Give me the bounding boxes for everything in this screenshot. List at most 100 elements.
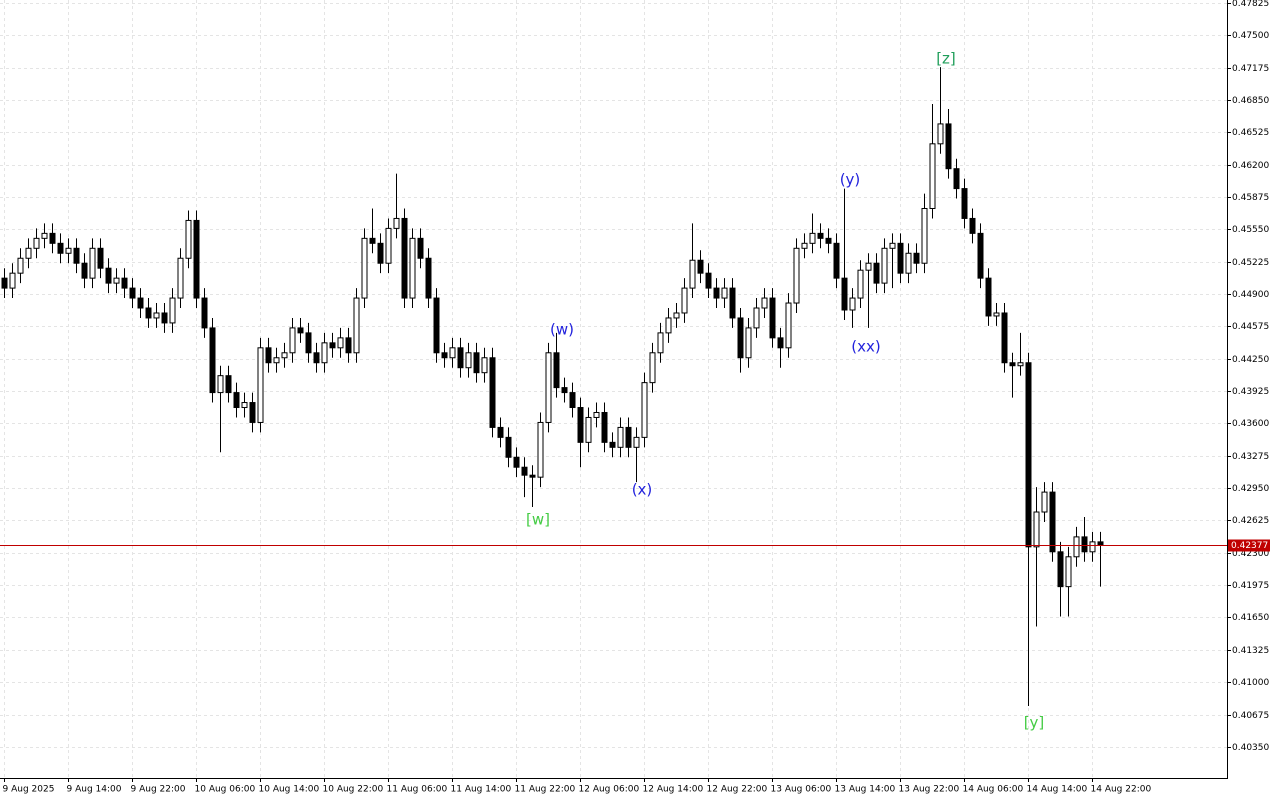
y-tick-label: 0.41000: [1232, 678, 1269, 688]
candle-body: [217, 375, 224, 394]
candle-body: [561, 387, 568, 394]
candle-body: [705, 272, 712, 289]
candle-body: [801, 242, 808, 249]
candle-body: [313, 352, 320, 364]
x-tick-label: 11 Aug 14:00: [451, 785, 512, 795]
candle-body: [673, 312, 680, 319]
candle-body: [889, 242, 896, 249]
x-tick-label: 13 Aug 14:00: [835, 785, 896, 795]
candle-body: [1081, 536, 1088, 553]
candle-body: [305, 332, 312, 354]
candle-body: [377, 242, 384, 264]
y-tick-label: 0.46850: [1232, 96, 1269, 106]
candle-body: [425, 257, 432, 299]
x-tick-label: 9 Aug 22:00: [131, 785, 186, 795]
y-tick-label: 0.45875: [1232, 193, 1269, 203]
candle-body: [881, 247, 888, 284]
wave-label: (x): [632, 481, 653, 499]
candle-body: [97, 247, 104, 269]
candle-body: [1089, 541, 1096, 553]
candle-body: [641, 382, 648, 438]
candle-body: [905, 252, 912, 274]
y-tick-label: 0.47500: [1232, 31, 1269, 41]
candle-body: [769, 297, 776, 339]
candle-body: [849, 297, 856, 311]
y-tick-label: 0.46525: [1232, 128, 1269, 138]
candle-body: [241, 402, 248, 409]
candle-body: [225, 375, 232, 394]
y-tick-label: 0.40675: [1232, 711, 1269, 721]
candle-body: [961, 188, 968, 219]
y-tick-label: 0.43925: [1232, 387, 1269, 397]
wave-label: [z]: [936, 50, 956, 68]
x-tick-label: 9 Aug 14:00: [67, 785, 122, 795]
y-tick-label: 0.41325: [1232, 646, 1269, 656]
candle-body: [553, 352, 560, 389]
candle-body: [257, 347, 264, 423]
candle-body: [1001, 312, 1008, 364]
candle-body: [353, 297, 360, 354]
candle-body: [393, 217, 400, 229]
current-price-label: 0.42377: [1231, 541, 1268, 551]
candle-body: [633, 436, 640, 448]
candle-body: [785, 302, 792, 349]
candle-body: [1065, 556, 1072, 588]
candle-body: [681, 287, 688, 314]
candle-body: [489, 357, 496, 428]
candle-body: [777, 337, 784, 349]
candle-body: [201, 297, 208, 329]
y-tick-label: 0.44575: [1232, 322, 1269, 332]
candle-body: [865, 262, 872, 271]
candle-body: [1025, 362, 1032, 548]
y-tick-label: 0.45550: [1232, 225, 1269, 235]
candle-body: [529, 474, 536, 478]
candle-body: [689, 259, 696, 289]
x-tick-label: 11 Aug 06:00: [387, 785, 448, 795]
y-tick-label: 0.44900: [1232, 290, 1269, 300]
candle-body: [793, 247, 800, 304]
candle-body: [73, 247, 80, 264]
candle-body: [153, 312, 160, 319]
candle-body: [321, 342, 328, 364]
wave-label: (xx): [851, 338, 880, 356]
x-tick-label: 14 Aug 14:00: [1027, 785, 1088, 795]
candle-body: [249, 402, 256, 423]
candle-body: [657, 332, 664, 354]
candle-body: [233, 392, 240, 409]
candle-body: [593, 411, 600, 418]
candle-body: [137, 297, 144, 309]
x-tick-label: 13 Aug 06:00: [771, 785, 832, 795]
candle-body: [1097, 541, 1104, 546]
x-tick-label: 10 Aug 06:00: [195, 785, 256, 795]
candle-body: [209, 327, 216, 394]
x-tick-label: 10 Aug 14:00: [259, 785, 320, 795]
candle-body: [825, 237, 832, 244]
y-tick-label: 0.41975: [1232, 581, 1269, 591]
y-tick-label: 0.45225: [1232, 258, 1269, 268]
x-tick-label: 12 Aug 22:00: [707, 785, 768, 795]
y-tick-label: 0.43600: [1232, 419, 1269, 429]
current-price-box: [1228, 539, 1270, 552]
candle-body: [921, 207, 928, 264]
candle-body: [417, 237, 424, 259]
candle-body: [25, 247, 32, 259]
candle-body: [57, 242, 64, 254]
candle-body: [41, 232, 48, 239]
candle-body: [1073, 536, 1080, 558]
y-tick-label: 0.42625: [1232, 516, 1269, 526]
candle-body: [521, 466, 528, 476]
candle-body: [177, 257, 184, 299]
candle-body: [1033, 511, 1040, 548]
candle-body: [513, 456, 520, 468]
candle-body: [337, 337, 344, 349]
candle-body: [481, 357, 488, 374]
candle-body: [81, 262, 88, 279]
candle-body: [857, 269, 864, 299]
candle-body: [753, 307, 760, 329]
candle-body: [577, 407, 584, 443]
candle-body: [281, 352, 288, 359]
grid: [0, 0, 1227, 778]
candle-body: [945, 123, 952, 170]
candle-body: [265, 347, 272, 364]
